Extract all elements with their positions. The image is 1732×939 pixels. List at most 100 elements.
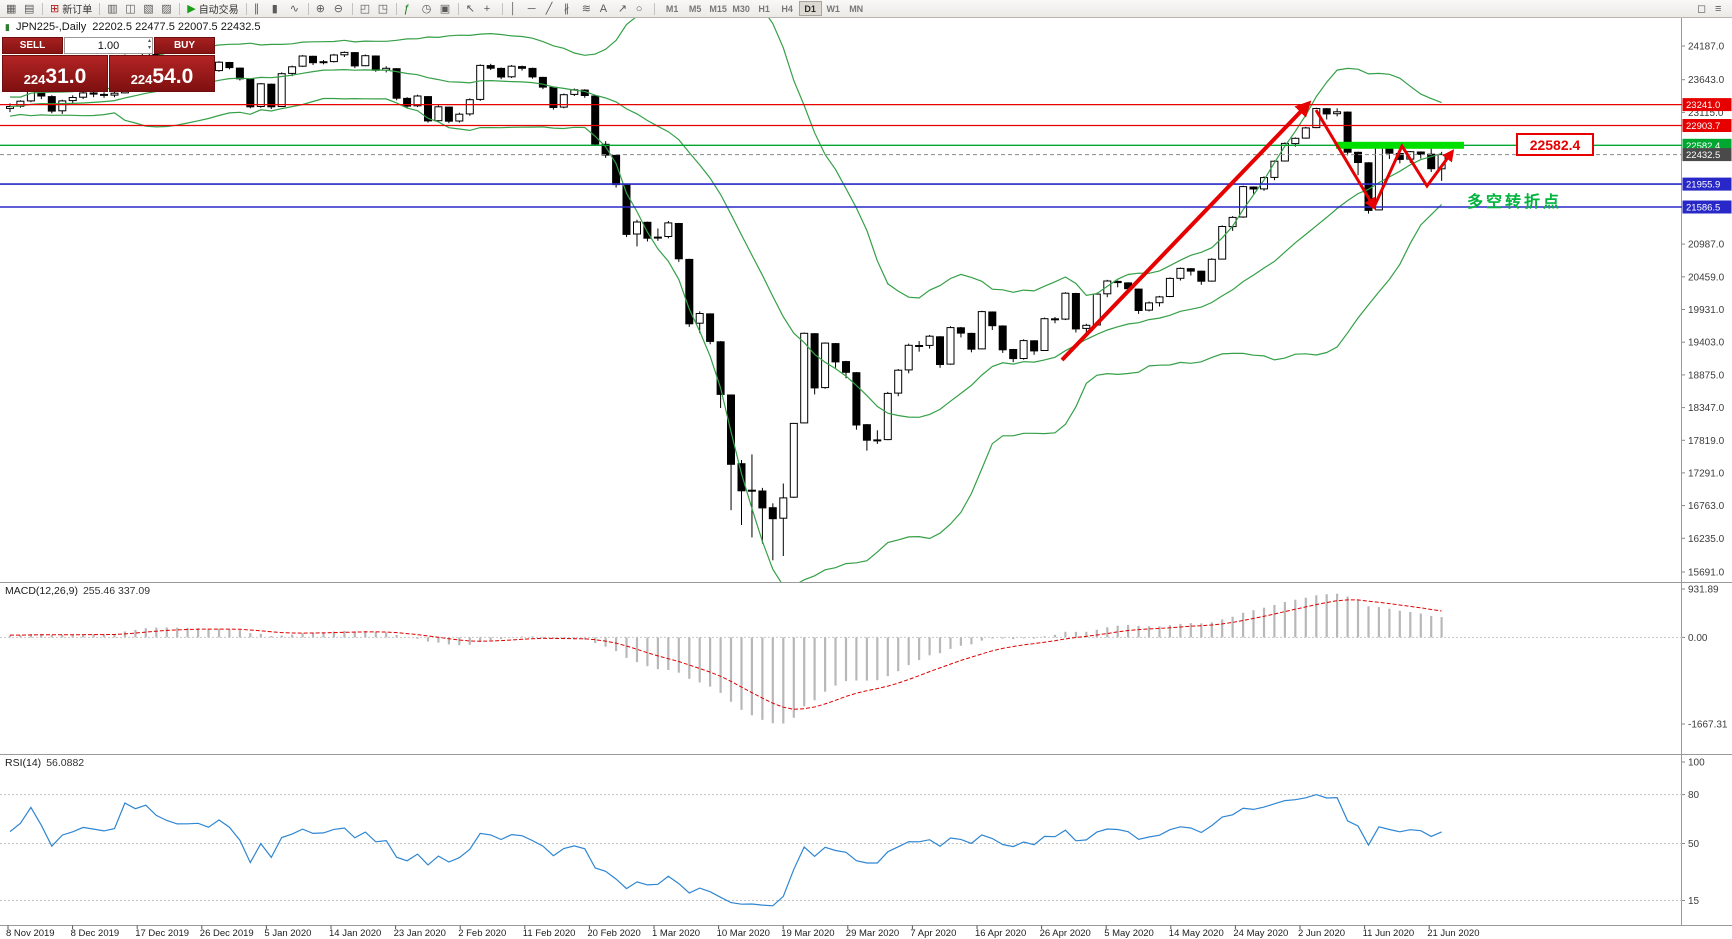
market-watch-icon: ▥ — [107, 2, 118, 15]
bar-chart-icon[interactable]: ∥ — [251, 1, 268, 17]
rsi-axis[interactable]: 100 80 50 15 — [1682, 758, 1705, 908]
autotrading-button[interactable]: ▶ 自动交易 — [184, 1, 241, 17]
candlestick-chart-icon[interactable]: ▮ — [269, 1, 286, 17]
zoom-in-icon[interactable]: ⊕ — [313, 1, 330, 17]
macd-axis[interactable]: 931.89 0.00 -1667.31 — [1682, 585, 1728, 731]
navigator-icon[interactable]: ▧ — [140, 1, 157, 17]
full-screen-icon[interactable]: ◻ — [1694, 1, 1711, 17]
cascade-windows-icon[interactable]: ◳ — [375, 1, 392, 17]
trend-arrow-zigzag[interactable] — [1372, 142, 1455, 208]
svg-text:21586.5: 21586.5 — [1686, 203, 1720, 214]
volume-box[interactable]: 1.00 ▴ ▾ — [64, 37, 153, 54]
crosshair-icon[interactable]: + — [481, 1, 498, 17]
highlight-zone-bar[interactable] — [1336, 141, 1464, 149]
cursor-icon[interactable]: ↖ — [463, 1, 480, 17]
svg-text:14 Jan 2020: 14 Jan 2020 — [329, 928, 381, 939]
bollinger-bands[interactable] — [9, 0, 1443, 586]
trend-arrows[interactable] — [1060, 100, 1455, 362]
svg-text:17 Dec 2019: 17 Dec 2019 — [135, 928, 189, 939]
macd-histogram — [8, 593, 1443, 724]
svg-text:100: 100 — [1688, 758, 1705, 769]
horizontal-lines[interactable] — [0, 103, 1682, 208]
toolbar-separator — [99, 2, 101, 15]
toolbar-separator — [307, 2, 309, 15]
vertical-line-icon[interactable]: │ — [507, 1, 524, 17]
timeframe-m5[interactable]: M5 — [684, 1, 707, 16]
terminal-icon: ▨ — [161, 2, 172, 15]
timeframe-w1[interactable]: W1 — [822, 1, 845, 16]
periods-icon[interactable]: ◷ — [419, 1, 436, 17]
channel-icon[interactable]: ∦ — [561, 1, 578, 17]
price-big-digits: 31.0 — [45, 65, 87, 88]
svg-text:16 Apr 2020: 16 Apr 2020 — [975, 928, 1026, 939]
price-axis[interactable]: 24187.0 23643.0 23115.0 20987.0 20459.0 19931… — [1682, 42, 1732, 579]
new-order-button[interactable]: ⊞ 新订单 — [47, 1, 95, 17]
zoom-out-icon[interactable]: ⊖ — [331, 1, 348, 17]
volume-down-arrow[interactable]: ▾ — [147, 45, 151, 51]
tile-windows-icon[interactable]: ◰ — [357, 1, 374, 17]
svg-text:1 Mar 2020: 1 Mar 2020 — [652, 928, 700, 939]
svg-text:8 Dec 2019: 8 Dec 2019 — [71, 928, 120, 939]
fibonacci-icon[interactable]: ≋ — [579, 1, 596, 17]
candlestick-chart-icon: ▮ — [271, 2, 278, 15]
candlestick-series[interactable] — [6, 51, 1446, 561]
trendline-icon[interactable]: ╱ — [543, 1, 560, 17]
svg-text:19931.0: 19931.0 — [1688, 305, 1725, 316]
buy-button[interactable]: BUY — [154, 37, 215, 54]
sell-button[interactable]: SELL — [2, 37, 63, 54]
tile-windows-icon: ◰ — [359, 2, 371, 15]
price-prefix: 224 — [23, 72, 46, 88]
arrows-icon[interactable]: ↗ — [615, 1, 632, 17]
svg-text:23241.0: 23241.0 — [1686, 100, 1720, 111]
timeframe-m1[interactable]: M1 — [661, 1, 684, 16]
svg-text:19403.0: 19403.0 — [1688, 338, 1725, 349]
shapes-icon[interactable]: ○ — [633, 1, 650, 17]
text-icon[interactable]: A — [597, 1, 614, 17]
price-callout-box[interactable]: 22582.4 — [1516, 133, 1594, 156]
svg-text:5 May 2020: 5 May 2020 — [1104, 928, 1154, 939]
buy-price-button[interactable]: 224 54.0 — [109, 55, 215, 92]
time-axis[interactable]: 8 Nov 2019 8 Dec 2019 17 Dec 2019 26 Dec 20… — [6, 925, 1479, 939]
macd-label: MACD(12,26,9) 255.46 337.09 — [5, 585, 150, 597]
line-chart-icon[interactable]: ∿ — [287, 1, 304, 17]
svg-text:931.89: 931.89 — [1688, 585, 1719, 596]
macd-pane[interactable] — [0, 593, 1682, 724]
cursor-icon: ↖ — [465, 2, 475, 15]
templates-icon[interactable]: ▣ — [437, 1, 454, 17]
horizontal-line-icon[interactable]: ─ — [525, 1, 542, 17]
chart-tile-icon[interactable]: ▤ — [21, 1, 38, 17]
indicators-icon[interactable]: ƒ — [401, 1, 418, 17]
menu-icon[interactable]: ≡ — [1712, 1, 1729, 17]
macd-name: MACD(12,26,9) — [5, 585, 78, 597]
chart-tile-icon: ▤ — [24, 2, 35, 15]
channel-icon: ∦ — [563, 2, 570, 15]
bollinger-upper-band — [9, 18, 1442, 299]
symbol-title: JPN225-,Daily — [15, 21, 87, 33]
trend-arrow-down[interactable] — [1314, 109, 1376, 211]
volume-value[interactable]: 1.00 — [97, 39, 120, 52]
volume-up-arrow[interactable]: ▴ — [147, 38, 151, 44]
timeframe-m15[interactable]: M15 — [707, 1, 730, 16]
timeframe-m30[interactable]: M30 — [730, 1, 753, 16]
svg-text:21 Jun 2020: 21 Jun 2020 — [1427, 928, 1479, 939]
price-prefix: 224 — [130, 72, 153, 88]
svg-text:10 Mar 2020: 10 Mar 2020 — [717, 928, 770, 939]
terminal-icon[interactable]: ▨ — [158, 1, 175, 17]
timeframe-d1[interactable]: D1 — [798, 1, 822, 16]
timeframe-h4[interactable]: H4 — [776, 1, 799, 16]
market-watch-icon[interactable]: ▥ — [104, 1, 121, 17]
svg-text:17291.0: 17291.0 — [1688, 468, 1725, 479]
annotation-text[interactable]: 多空转折点 — [1467, 194, 1563, 211]
symbol-ohlc: 22202.5 22477.5 22007.5 22432.5 — [92, 21, 261, 33]
rsi-pane[interactable] — [0, 793, 1682, 907]
menu-icon: ≡ — [1715, 2, 1722, 15]
timeframe-h1[interactable]: H1 — [753, 1, 776, 16]
chart-window-icon[interactable]: ▦ — [3, 1, 20, 17]
svg-text:22432.5: 22432.5 — [1686, 150, 1720, 161]
timeframe-mn[interactable]: MN — [845, 1, 868, 16]
trend-arrow-up[interactable] — [1060, 100, 1312, 362]
sell-price-button[interactable]: 224 31.0 — [2, 55, 108, 92]
data-window-icon[interactable]: ◫ — [122, 1, 139, 17]
new-order-button-label: 新订单 — [62, 5, 93, 16]
